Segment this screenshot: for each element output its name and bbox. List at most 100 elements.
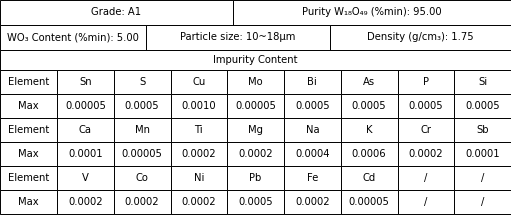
Text: 0.00005: 0.00005 [349,197,389,207]
Text: Mg: Mg [248,125,263,135]
Text: /: / [424,197,428,207]
Bar [0,0,233,25]
Text: 0.0005: 0.0005 [466,101,500,111]
Bar [398,166,454,190]
Text: 0.0002: 0.0002 [125,197,159,207]
Text: K: K [366,125,373,135]
Bar [454,142,511,166]
Bar [284,94,341,118]
Text: Bi: Bi [308,77,317,87]
Text: Purity W₁₈O₄₉ (%min): 95.00: Purity W₁₈O₄₉ (%min): 95.00 [302,8,442,18]
Bar [171,190,227,214]
Bar [454,190,511,214]
Bar [114,118,171,142]
Bar [454,166,511,190]
Bar [114,166,171,190]
Text: 0.0002: 0.0002 [68,197,103,207]
Bar [146,25,330,50]
Bar [114,70,171,94]
Bar [284,190,341,214]
Bar [57,118,114,142]
Bar [171,94,227,118]
Text: 0.0002: 0.0002 [238,149,273,159]
Bar [330,25,511,50]
Text: 0.0005: 0.0005 [125,101,159,111]
Bar [114,142,171,166]
Bar [454,94,511,118]
Text: 0.0004: 0.0004 [295,149,330,159]
Text: Element: Element [8,77,49,87]
Text: Particle size: 10~18μm: Particle size: 10~18μm [180,32,295,42]
Text: V: V [82,173,89,183]
Text: Ca: Ca [79,125,92,135]
Bar [341,190,398,214]
Bar [57,166,114,190]
Bar [341,70,398,94]
Bar [341,142,398,166]
Bar [57,142,114,166]
Bar [171,142,227,166]
Text: S: S [139,77,145,87]
Bar [227,70,284,94]
Text: Element: Element [8,173,49,183]
Text: Sb: Sb [476,125,489,135]
Text: 0.0002: 0.0002 [295,197,330,207]
Text: Element: Element [8,125,49,135]
Bar [0,190,57,214]
Text: 0.0002: 0.0002 [181,149,216,159]
Bar [0,50,511,70]
Bar [341,166,398,190]
Bar [114,190,171,214]
Text: Cd: Cd [362,173,376,183]
Bar [171,118,227,142]
Text: 0.0002: 0.0002 [409,149,443,159]
Bar [454,118,511,142]
Bar [227,118,284,142]
Bar [227,94,284,118]
Bar [0,70,57,94]
Bar [454,70,511,94]
Text: 0.00005: 0.00005 [122,149,162,159]
Bar [57,190,114,214]
Text: As: As [363,77,375,87]
Bar [284,166,341,190]
Bar [0,118,57,142]
Text: Max: Max [18,197,39,207]
Text: Max: Max [18,149,39,159]
Bar [114,94,171,118]
Bar [171,70,227,94]
Bar [398,94,454,118]
Bar [398,70,454,94]
Text: Si: Si [478,77,487,87]
Text: Fe: Fe [307,173,318,183]
Bar [0,166,57,190]
Bar [284,142,341,166]
Text: 0.00005: 0.00005 [65,101,106,111]
Text: Co: Co [136,173,149,183]
Text: Max: Max [18,101,39,111]
Bar [171,166,227,190]
Text: 0.0005: 0.0005 [238,197,273,207]
Text: Grade: A1: Grade: A1 [91,8,142,18]
Text: 0.0005: 0.0005 [352,101,386,111]
Bar [284,118,341,142]
Text: Pb: Pb [249,173,262,183]
Text: 0.0005: 0.0005 [295,101,330,111]
Text: 0.0010: 0.0010 [181,101,216,111]
Text: 0.0002: 0.0002 [181,197,216,207]
Text: Ti: Ti [195,125,203,135]
Bar [227,190,284,214]
Text: Sn: Sn [79,77,91,87]
Bar [57,94,114,118]
Bar [0,142,57,166]
Bar [0,94,57,118]
Bar [284,70,341,94]
Bar [233,0,511,25]
Text: Density (g/cm₃): 1.75: Density (g/cm₃): 1.75 [367,32,474,42]
Text: Ni: Ni [194,173,204,183]
Text: 0.00005: 0.00005 [235,101,276,111]
Text: WO₃ Content (%min): 5.00: WO₃ Content (%min): 5.00 [7,32,139,42]
Text: Mo: Mo [248,77,263,87]
Text: P: P [423,77,429,87]
Text: Cr: Cr [421,125,431,135]
